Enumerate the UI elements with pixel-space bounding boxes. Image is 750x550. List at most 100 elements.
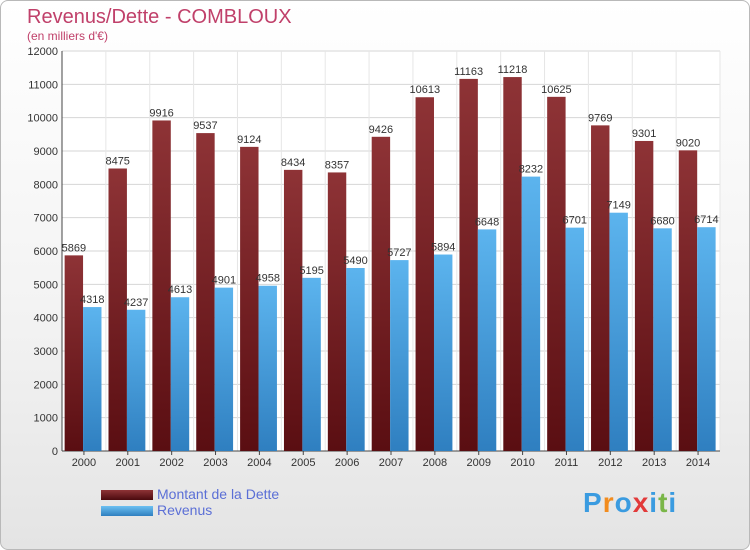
bar-dette <box>459 78 478 452</box>
bar-dette <box>634 140 654 451</box>
bar-dette <box>196 133 215 451</box>
bar-revenus <box>302 277 321 451</box>
bar-revenus <box>521 176 541 451</box>
y-tick-label: 9000 <box>34 146 58 158</box>
bar-revenus <box>126 309 146 451</box>
y-tick-label: 11000 <box>28 79 58 91</box>
bar-revenus <box>477 229 497 451</box>
bar-dette <box>108 168 127 451</box>
data-label-revenus: 5727 <box>387 247 411 259</box>
data-label-dette: 5869 <box>62 242 86 254</box>
data-label-dette: 9769 <box>588 112 612 124</box>
x-tick-label: 2007 <box>379 457 403 469</box>
bar-dette <box>547 96 566 451</box>
bar-dette <box>678 150 698 452</box>
y-tick-label: 5000 <box>34 279 58 291</box>
x-tick-label: 2011 <box>555 457 579 469</box>
data-label-dette: 8475 <box>105 156 129 168</box>
data-label-dette: 9124 <box>237 134 261 146</box>
bar-revenus <box>346 268 365 451</box>
y-tick-label: 12000 <box>27 46 58 58</box>
data-label-revenus: 6701 <box>563 215 587 227</box>
bar-dette <box>240 146 259 451</box>
x-tick-label: 2002 <box>159 457 183 469</box>
bar-revenus <box>697 227 716 451</box>
data-label-dette: 10613 <box>409 84 440 96</box>
x-tick-label: 2008 <box>423 457 447 469</box>
legend-label-revenus: Revenus <box>157 502 213 518</box>
logo-letter: i <box>649 487 659 518</box>
x-tick-label: 2001 <box>116 457 140 469</box>
x-tick-label: 2004 <box>247 457 271 469</box>
data-label-revenus: 5195 <box>299 265 323 277</box>
y-tick-label: 10000 <box>27 113 58 125</box>
data-label-dette: 10625 <box>541 84 572 96</box>
data-label-revenus: 4237 <box>124 297 148 309</box>
logo-letter: o <box>614 487 633 518</box>
data-label-revenus: 7149 <box>606 200 630 212</box>
data-label-revenus: 8232 <box>519 164 543 176</box>
y-tick-label: 1000 <box>34 413 58 425</box>
data-label-dette: 11218 <box>498 64 528 76</box>
bar-revenus <box>653 228 672 451</box>
bar-dette <box>371 136 391 452</box>
y-tick-label: 3000 <box>34 346 58 358</box>
data-label-revenus: 4613 <box>168 284 192 296</box>
x-tick-label: 2009 <box>466 457 490 469</box>
y-tick-label: 8000 <box>34 179 58 191</box>
y-tick-label: 6000 <box>34 246 58 258</box>
logo-letter: x <box>632 487 650 518</box>
bar-revenus <box>609 212 628 451</box>
data-label-dette: 9301 <box>632 128 656 140</box>
bar-dette <box>64 255 84 451</box>
legend-swatch-revenus <box>101 506 153 516</box>
bar-revenus <box>83 307 102 451</box>
data-label-revenus: 4901 <box>212 275 236 287</box>
y-tick-label: 4000 <box>34 313 58 325</box>
y-tick-label: 7000 <box>34 213 58 225</box>
data-label-dette: 8434 <box>281 157 305 169</box>
bar-revenus <box>390 260 409 451</box>
proxiti-logo: Proxiti <box>583 487 677 519</box>
bar-revenus <box>258 285 277 451</box>
y-tick-label: 2000 <box>34 379 58 391</box>
data-label-revenus: 4318 <box>80 294 104 306</box>
bar-revenus <box>214 287 234 451</box>
x-tick-label: 2005 <box>291 457 315 469</box>
legend-swatch-dette <box>101 490 153 500</box>
data-label-revenus: 6680 <box>650 215 674 227</box>
logo-letter: t <box>658 487 669 518</box>
data-label-dette: 9426 <box>369 124 393 136</box>
legend-label-dette: Montant de la Dette <box>157 486 280 502</box>
data-label-dette: 9537 <box>193 120 217 132</box>
bar-revenus <box>565 227 585 451</box>
bar-dette <box>503 77 522 452</box>
bar-dette <box>591 125 610 451</box>
data-label-revenus: 6714 <box>694 214 718 226</box>
x-tick-label: 2006 <box>335 457 359 469</box>
logo-letter: r <box>602 487 615 518</box>
bar-dette <box>415 97 434 451</box>
chart-subtitle: (en milliers d'€) <box>27 29 108 43</box>
data-label-dette: 8357 <box>325 159 349 171</box>
y-tick-label: 0 <box>52 446 58 458</box>
data-label-revenus: 6648 <box>475 216 499 228</box>
x-tick-label: 2014 <box>686 457 710 469</box>
x-tick-label: 2013 <box>642 457 666 469</box>
data-label-revenus: 5894 <box>431 242 455 254</box>
data-label-revenus: 4958 <box>255 273 279 285</box>
bar-dette <box>327 172 347 451</box>
bar-revenus <box>170 297 190 451</box>
bar-dette <box>152 120 171 451</box>
data-label-dette: 9916 <box>149 107 173 119</box>
logo-letter: i <box>668 487 678 518</box>
x-tick-label: 2003 <box>203 457 227 469</box>
logo-letter: P <box>583 487 603 518</box>
bar-revenus <box>433 254 453 451</box>
x-tick-label: 2012 <box>598 457 622 469</box>
data-label-dette: 9020 <box>676 137 700 149</box>
data-label-dette: 11163 <box>454 66 483 78</box>
bar-dette <box>283 169 303 451</box>
